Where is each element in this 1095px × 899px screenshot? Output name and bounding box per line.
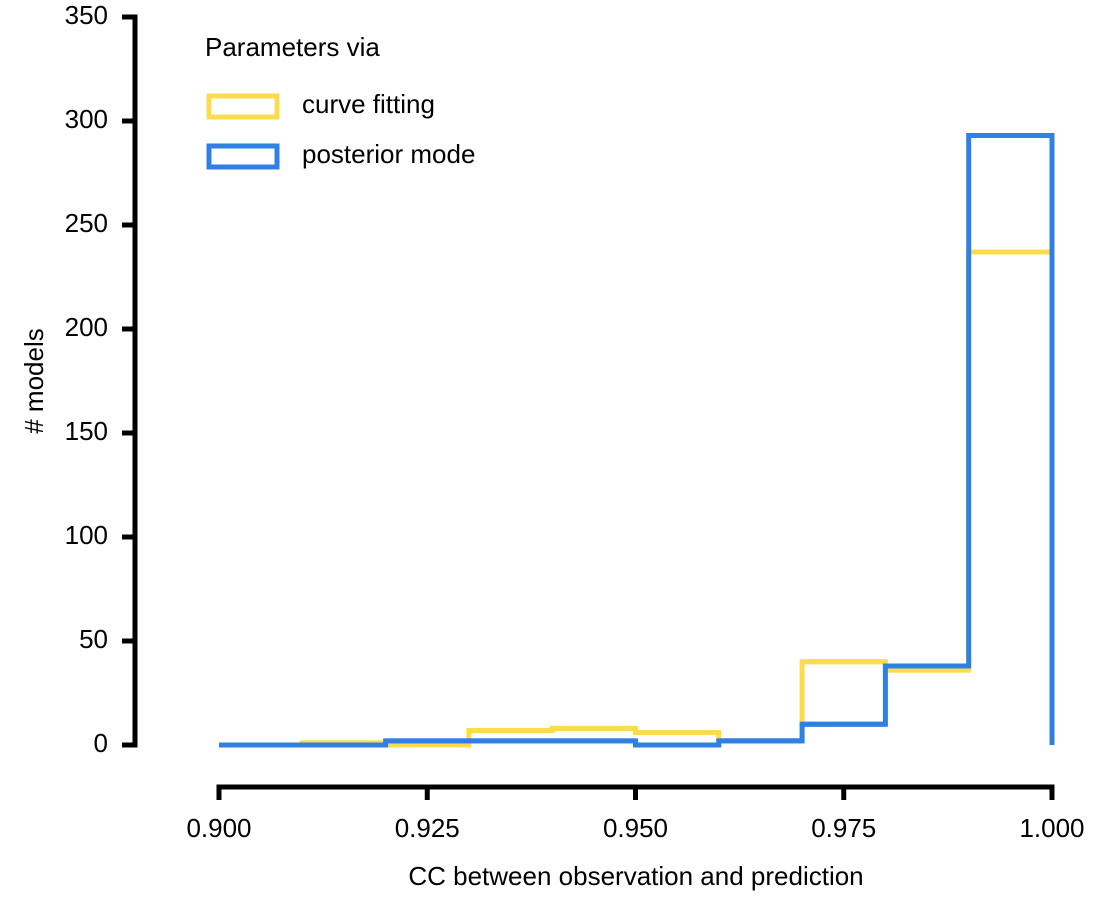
x-tick-label: 0.900 bbox=[186, 813, 251, 843]
y-tick-label: 150 bbox=[65, 416, 108, 446]
x-tick-label: 1.000 bbox=[1019, 813, 1084, 843]
y-tick-label: 200 bbox=[65, 312, 108, 342]
step-outline bbox=[219, 133, 1055, 748]
legend-label: curve fitting bbox=[302, 89, 435, 119]
y-tick-label: 250 bbox=[65, 208, 108, 238]
x-tick-label: 0.925 bbox=[395, 813, 460, 843]
legend-label: posterior mode bbox=[302, 139, 475, 169]
y-axis-label: # models bbox=[19, 328, 49, 434]
legend-title: Parameters via bbox=[205, 32, 380, 62]
y-tick-label: 50 bbox=[79, 624, 108, 654]
x-axis-label: CC between observation and prediction bbox=[408, 861, 863, 891]
y-tick-label: 350 bbox=[65, 0, 108, 30]
y-tick-label: 100 bbox=[65, 520, 108, 550]
legend-swatch bbox=[206, 143, 280, 170]
x-tick-label: 0.975 bbox=[811, 813, 876, 843]
x-tick-label: 0.950 bbox=[603, 813, 668, 843]
legend-swatch bbox=[206, 93, 280, 120]
y-tick-label: 300 bbox=[65, 104, 108, 134]
y-tick-label: 0 bbox=[94, 728, 108, 758]
